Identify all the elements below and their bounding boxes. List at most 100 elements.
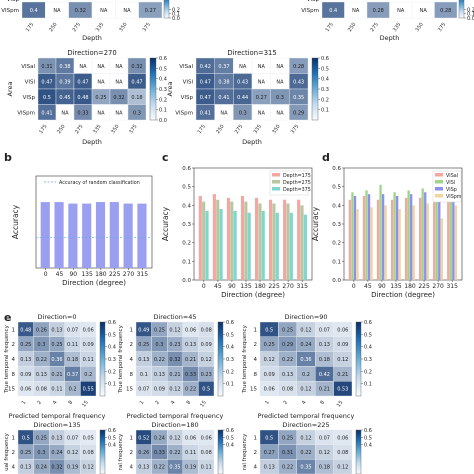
x-tick-label: 0 xyxy=(44,271,48,278)
cell-value: 0.06 xyxy=(83,327,94,333)
panel-label-e: e xyxy=(4,311,11,324)
colorbar xyxy=(99,429,106,474)
x-tick-label: 315 xyxy=(296,283,308,290)
col-label: 1 xyxy=(139,400,146,406)
heatmap-title: Direction=225 xyxy=(282,421,329,429)
colorbar-tick-label: 0.5 xyxy=(226,332,234,338)
x-tick-label: 90 xyxy=(69,271,77,278)
row-label: 4 xyxy=(254,465,258,471)
bar xyxy=(365,190,368,280)
cell-value: 0.36 xyxy=(51,357,62,363)
row-label: VISp xyxy=(307,0,320,3)
cell-value: 0.47 xyxy=(41,79,52,85)
row-label: 1 xyxy=(12,327,16,333)
cell-value: 0.06 xyxy=(337,327,348,333)
legend-swatch xyxy=(435,180,443,184)
col-label: 15 xyxy=(336,400,345,409)
bar xyxy=(68,203,78,268)
y-tick-label: 0.4 xyxy=(182,203,191,209)
cell-value: NA xyxy=(420,8,428,14)
cell-value: 0.08 xyxy=(83,450,94,456)
col-label: 8 xyxy=(319,400,326,406)
bar xyxy=(435,182,438,280)
cell-value: 0.25 xyxy=(282,327,293,333)
colorbar-tick-label: 0.4 xyxy=(364,345,372,351)
cell-value: 0.4 xyxy=(329,8,337,14)
bar xyxy=(438,190,441,280)
x-tick-label: 315 xyxy=(137,271,149,278)
bar xyxy=(272,203,276,280)
bar xyxy=(419,197,422,280)
col-label: 2 xyxy=(282,400,289,406)
y-tick-label: 0.5 xyxy=(182,185,191,191)
cell-value: NA xyxy=(220,110,228,116)
x-axis-label: Depth xyxy=(82,138,102,146)
bar xyxy=(40,202,50,268)
cell-value: 0.13 xyxy=(20,357,31,363)
row-label: 1 xyxy=(130,435,134,441)
cell-value: 0.37 xyxy=(218,64,229,70)
cell-value: 0.13 xyxy=(138,357,149,363)
row-label: VISpm xyxy=(1,8,19,14)
bar xyxy=(261,210,265,280)
colorbar-tick-label: 0.3 xyxy=(226,357,234,363)
cell-value: 0.27 xyxy=(145,8,156,14)
cell-value: NA xyxy=(97,110,105,116)
colorbar-tick-label: 0.5 xyxy=(159,66,167,72)
cell-value: 0.23 xyxy=(201,372,212,378)
cell-value: NA xyxy=(79,64,87,70)
cell-value: 0.13 xyxy=(20,465,31,471)
row-label: 2 xyxy=(130,342,134,348)
cell-value: 0.32 xyxy=(169,357,180,363)
x-tick-label: 180 xyxy=(254,283,266,290)
colorbar xyxy=(355,429,362,474)
cell-value: 0.35 xyxy=(300,465,311,471)
col-label: 275 xyxy=(74,124,84,135)
cell-value: 0.28 xyxy=(440,8,451,14)
x-tick-label: 45 xyxy=(56,271,64,278)
bar xyxy=(404,197,408,280)
heatmap-cell xyxy=(333,459,353,474)
cell-value: 0.12 xyxy=(264,357,275,363)
cell-value: 0.25 xyxy=(95,95,106,101)
cell-value: NA xyxy=(397,8,405,14)
row-label: VISpm xyxy=(17,110,35,116)
row-label: 4 xyxy=(130,357,134,363)
x-tick-label: 180 xyxy=(404,283,416,290)
cell-value: 0.11 xyxy=(201,465,212,471)
col-label: 4 xyxy=(170,400,177,406)
cell-value: NA xyxy=(276,110,284,116)
col-label: 335 xyxy=(95,22,105,33)
colorbar-tick-label: 0.2 xyxy=(226,369,234,375)
cell-value: NA xyxy=(61,110,69,116)
row-label: VISp xyxy=(181,95,194,101)
col-label: 375 xyxy=(290,124,300,135)
cell-value: 0.37 xyxy=(67,372,78,378)
cell-value: 0.32 xyxy=(113,95,124,101)
cell-value: NA xyxy=(123,8,131,14)
cell-value: 0.2 xyxy=(69,387,77,393)
bar xyxy=(202,201,206,280)
legend-label: VISl xyxy=(446,180,455,186)
col-label: 350 xyxy=(414,22,424,33)
colorbar-tick-label: 0.1 xyxy=(159,108,167,114)
cell-value: 0.09 xyxy=(83,342,94,348)
cell-value: 0.31 xyxy=(282,450,293,456)
colorbar-tick-label: 0.1 xyxy=(321,108,329,114)
colorbar-tick-label: 0.6 xyxy=(226,428,234,434)
row-label: VISl xyxy=(183,79,194,85)
cell-value: 0.47 xyxy=(77,79,88,85)
cell-value: 0.42 xyxy=(319,372,330,378)
x-axis-label: Depth xyxy=(82,34,102,42)
x-tick-label: 90 xyxy=(378,283,386,290)
cell-value: 0.19 xyxy=(67,465,78,471)
heatmap-cell xyxy=(198,459,215,474)
col-label: 350 xyxy=(110,124,120,135)
col-label: 350 xyxy=(118,22,128,33)
cell-value: 0.07 xyxy=(67,327,78,333)
x-axis-label: Predicted temporal frequency xyxy=(127,412,224,420)
row-label: 15 xyxy=(8,387,15,393)
y-tick-label: 0.3 xyxy=(332,222,341,228)
cell-value: 0.18 xyxy=(131,95,142,101)
cell-value: 0.06 xyxy=(201,435,212,441)
